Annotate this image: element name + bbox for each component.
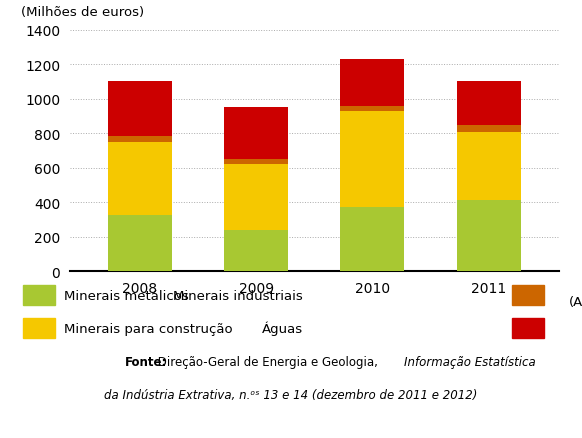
Text: (Milhões de euros): (Milhões de euros) [21,6,144,18]
Text: Minerais para construção: Minerais para construção [64,322,233,335]
Bar [108,142,172,215]
Bar [340,208,404,272]
Bar [457,200,521,272]
Bar [457,133,521,200]
Bar [108,215,172,272]
Bar [457,82,521,125]
Text: Direção-Geral de Energia e Geologia,: Direção-Geral de Energia e Geologia, [154,355,382,368]
Bar [457,125,521,133]
Bar [340,60,404,106]
Text: da Indústria Extrativa, n.ᵒˢ 13 e 14 (dezembro de 2011 e 2012): da Indústria Extrativa, n.ᵒˢ 13 e 14 (de… [104,388,478,401]
Bar [224,165,288,230]
Text: Informação Estatística: Informação Estatística [404,355,536,368]
Bar [224,160,288,165]
Bar [108,82,172,137]
Bar [224,108,288,160]
Text: (Anos): (Anos) [569,296,582,309]
Text: Minerais industriais: Minerais industriais [173,289,303,302]
Bar [340,106,404,112]
Bar [224,230,288,272]
Text: Fonte:: Fonte: [125,355,168,368]
Bar [340,112,404,208]
Text: Minerais metálicos: Minerais metálicos [64,289,189,302]
Bar [108,137,172,142]
Text: Águas: Águas [261,321,303,336]
